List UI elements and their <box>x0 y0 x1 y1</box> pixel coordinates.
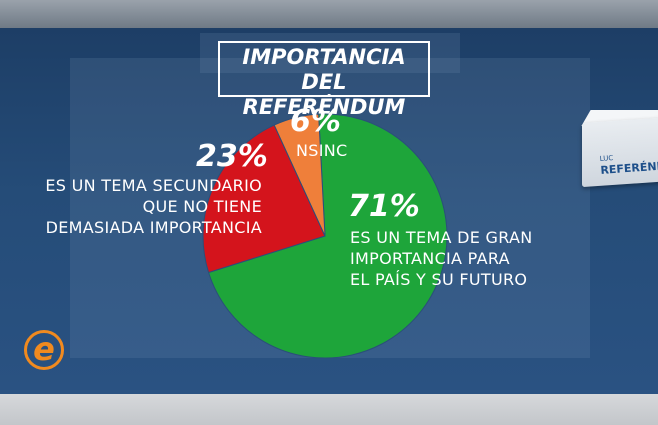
orange-slice-percent: 6% <box>290 104 341 139</box>
red-slice-label-line-3: DEMASIADA IMPORTANCIA <box>45 218 262 237</box>
green-slice-label-line-2: IMPORTANCIA PARA <box>350 249 510 268</box>
green-slice-label-line-3: EL PAÍS Y SU FUTURO <box>350 270 528 289</box>
orange-slice-label: NSINC <box>296 141 348 160</box>
bottom-background-strip <box>0 394 658 425</box>
brand-logo: e <box>24 330 64 370</box>
red-slice-percent: 23% <box>196 139 268 174</box>
pie-slice-6pct <box>273 113 326 237</box>
pie-slice-23pct <box>202 124 326 274</box>
ballot-box-text: LUC REFERÉNDUM <box>599 147 658 177</box>
background-building-roof <box>200 33 460 73</box>
red-slice-label-line-1: ES UN TEMA SECUNDARIO <box>45 176 262 195</box>
green-slice-label-line-1: ES UN TEMA DE GRAN <box>350 228 533 247</box>
red-slice-label-line-2: QUE NO TIENE <box>142 197 262 216</box>
pie-slice-71pct <box>207 113 448 359</box>
top-background-strip <box>0 0 658 28</box>
chart-title-line-1: IMPORTANCIA DEL <box>242 45 406 94</box>
green-slice-percent: 71% <box>348 189 420 224</box>
